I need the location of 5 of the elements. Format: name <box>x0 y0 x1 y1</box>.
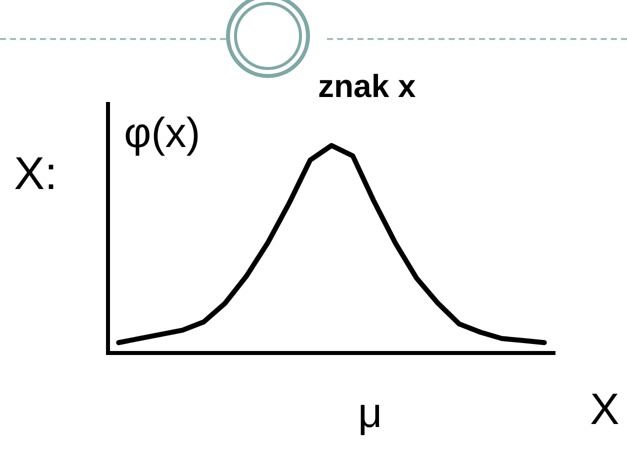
x-axis-title: X <box>590 385 620 434</box>
text: X: <box>14 147 58 199</box>
y-axis-title: φ(x) <box>124 109 200 156</box>
text: μ <box>358 389 382 436</box>
text: znak x <box>318 68 416 104</box>
